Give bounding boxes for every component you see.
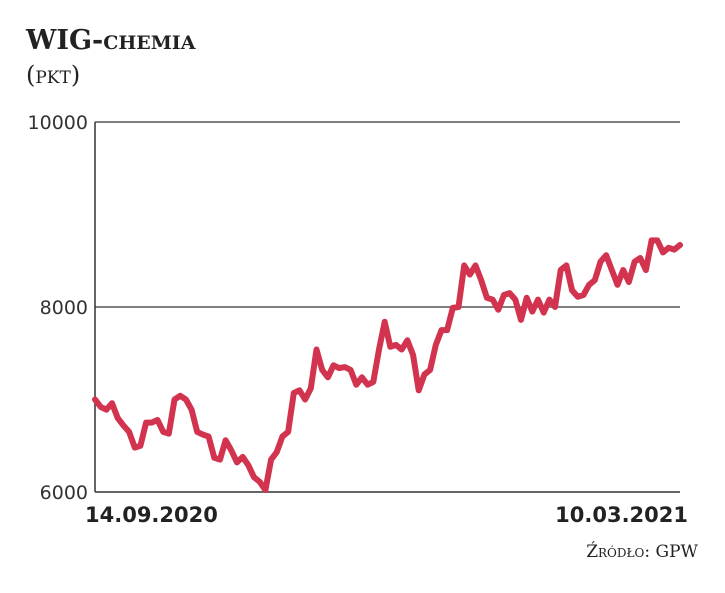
title-main: WIG — [26, 25, 93, 56]
x-tick-label-start: 14.09.2020 — [85, 503, 218, 527]
series-line — [92, 237, 683, 494]
y-tick-label: 10000 — [28, 112, 88, 134]
y-tick-label: 6000 — [40, 482, 88, 504]
unit-label: (pkt) — [26, 61, 81, 89]
source-note: Źródło: GPW — [586, 542, 698, 562]
y-tick-label: 8000 — [40, 297, 88, 319]
chart-title: WIG-chemia — [26, 26, 195, 56]
title-sub: -chemia — [92, 25, 196, 56]
x-tick-label-end: 10.03.2021 — [555, 503, 688, 527]
